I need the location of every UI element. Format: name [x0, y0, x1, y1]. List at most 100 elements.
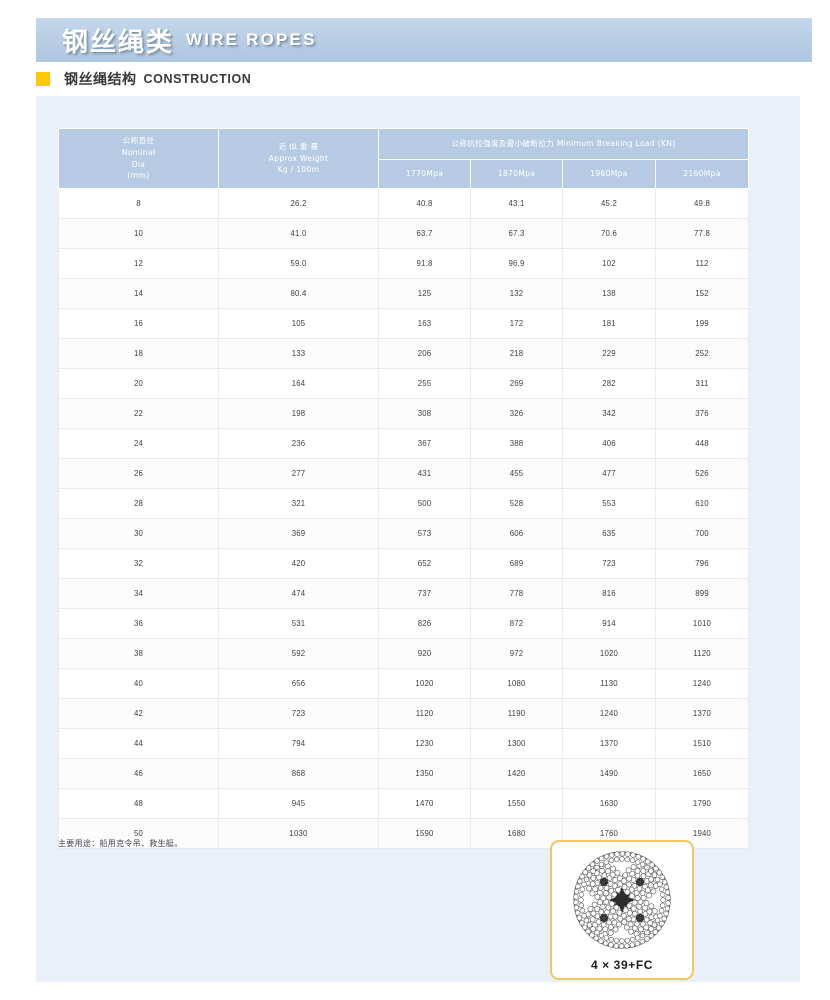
table-cell: 945 [218, 788, 379, 819]
table-cell: 321 [218, 488, 379, 519]
table-cell: 700 [655, 518, 749, 549]
table-cell: 138 [562, 278, 656, 309]
table-cell: 255 [378, 368, 471, 399]
th-mpa-1870: 1870Mpa [470, 159, 563, 189]
table-cell: 96.9 [470, 248, 563, 279]
table-row: 18 133 206 218 229 252 [58, 338, 749, 369]
table-cell: 269 [470, 368, 563, 399]
table-cell: 102 [562, 248, 656, 279]
table-cell: 606 [470, 518, 563, 549]
table-cell: 32 [58, 548, 219, 579]
table-cell: 16 [58, 308, 219, 339]
table-cell: 50 [58, 818, 219, 849]
table-row: 48 945 1470 1550 1630 1790 [58, 788, 749, 819]
rope-cross-section-icon [573, 851, 671, 949]
table-row: 36 531 826 872 914 1010 [58, 608, 749, 639]
bullet-square-icon [36, 72, 50, 86]
table-cell: 1510 [655, 728, 749, 759]
table-cell: 573 [378, 518, 471, 549]
table-cell: 206 [378, 338, 471, 369]
table-head-row-2: 1770Mpa 1870Mpa 1960Mpa 2160Mpa [59, 159, 749, 189]
table-row: 10 41.0 63.7 67.3 70.6 77.8 [58, 218, 749, 249]
table-cell: 105 [218, 308, 379, 339]
table-cell: 1790 [655, 788, 749, 819]
table-cell: 656 [218, 668, 379, 699]
table-row: 40 656 1020 1080 1130 1240 [58, 668, 749, 699]
th-approx-weight: 近 似 重 量 Approx Weight Kg / 100m [218, 128, 379, 189]
banner-title-cn: 钢丝绳类 [62, 27, 175, 58]
table-cell: 1630 [562, 788, 656, 819]
table-cell: 164 [218, 368, 379, 399]
table-cell: 28 [58, 488, 219, 519]
table-cell: 1240 [655, 668, 749, 699]
table-cell: 1020 [562, 638, 656, 669]
table-cell: 526 [655, 458, 749, 489]
table-cell: 24 [58, 428, 219, 459]
th-approx-weight-l3: Kg / 100m [277, 165, 320, 175]
table-cell: 59.0 [218, 248, 379, 279]
table-cell: 972 [470, 638, 563, 669]
table-cell: 723 [218, 698, 379, 729]
table-cell: 826 [378, 608, 471, 639]
table-cell: 172 [470, 308, 563, 339]
table-cell: 723 [562, 548, 656, 579]
table-cell: 1470 [378, 788, 471, 819]
table-row: 24 236 367 388 406 448 [58, 428, 749, 459]
section-title-cn: 钢丝绳结构 [64, 72, 137, 88]
table-cell: 1300 [470, 728, 563, 759]
table-cell: 388 [470, 428, 563, 459]
table-cell: 38 [58, 638, 219, 669]
th-nominal-dia-l2: Nominal [121, 147, 156, 157]
table-cell: 431 [378, 458, 471, 489]
table-cell: 12 [58, 248, 219, 279]
table-row: 12 59.0 91.8 96.9 102 112 [58, 248, 749, 279]
table-cell: 277 [218, 458, 379, 489]
table-row: 26 277 431 455 477 526 [58, 458, 749, 489]
table-row: 22 198 308 326 342 376 [58, 398, 749, 429]
table-cell: 1370 [655, 698, 749, 729]
table-cell: 635 [562, 518, 656, 549]
table-cell: 40 [58, 668, 219, 699]
footnote-text: 主要用途：船用克令吊、救生艇。 [58, 839, 183, 848]
table-row: 8 26.2 40.8 43.1 45.2 49.8 [58, 188, 749, 219]
table-cell: 22 [58, 398, 219, 429]
table-row: 50 1030 1590 1680 1760 1940 [58, 818, 749, 849]
table-cell: 44 [58, 728, 219, 759]
table-cell: 198 [218, 398, 379, 429]
table-cell: 152 [655, 278, 749, 309]
table-cell: 1030 [218, 818, 379, 849]
table-cell: 920 [378, 638, 471, 669]
table-cell: 181 [562, 308, 656, 339]
table-cell: 132 [470, 278, 563, 309]
table-cell: 1490 [562, 758, 656, 789]
table-cell: 43.1 [470, 188, 563, 219]
table-cell: 1370 [562, 728, 656, 759]
table-cell: 63.7 [378, 218, 471, 249]
table-cell: 610 [655, 488, 749, 519]
table-cell: 1120 [378, 698, 471, 729]
table-cell: 199 [655, 308, 749, 339]
table-cell: 553 [562, 488, 656, 519]
table-cell: 252 [655, 338, 749, 369]
table-row: 14 80.4 125 132 138 152 [58, 278, 749, 309]
table-cell: 592 [218, 638, 379, 669]
table-cell: 477 [562, 458, 656, 489]
th-nominal-dia-l4: (mm) [127, 171, 150, 181]
table-cell: 236 [218, 428, 379, 459]
table-cell: 500 [378, 488, 471, 519]
table-cell: 816 [562, 578, 656, 609]
table-cell: 20 [58, 368, 219, 399]
table-cell: 26 [58, 458, 219, 489]
table-cell: 1190 [470, 698, 563, 729]
table-cell: 112 [655, 248, 749, 279]
table-row: 44 794 1230 1300 1370 1510 [58, 728, 749, 759]
table-cell: 311 [655, 368, 749, 399]
table-cell: 67.3 [470, 218, 563, 249]
table-cell: 737 [378, 578, 471, 609]
rope-construction-label: 4 × 39+FC [590, 958, 654, 972]
table-cell: 41.0 [218, 218, 379, 249]
table-cell: 872 [470, 608, 563, 639]
table-cell: 26.2 [218, 188, 379, 219]
table-cell: 1230 [378, 728, 471, 759]
